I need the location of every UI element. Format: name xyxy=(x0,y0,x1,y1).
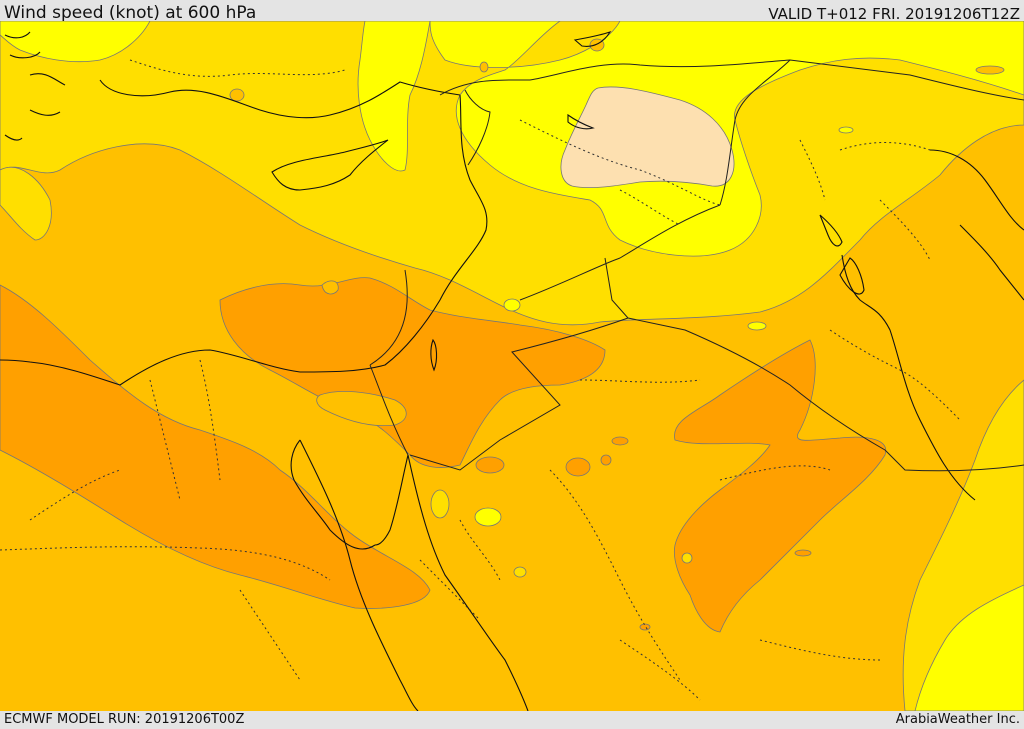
credit-label: ArabiaWeather Inc. xyxy=(895,712,1020,727)
band-4-east xyxy=(673,339,887,633)
valid-time-label: VALID T+012 FRI. 20191206T12Z xyxy=(768,5,1020,23)
band-4-cell xyxy=(794,549,812,557)
band-1-levant xyxy=(357,21,431,172)
band-4-cell xyxy=(475,456,505,474)
band-2-cell xyxy=(229,88,245,102)
band-1-southeast xyxy=(914,584,1024,711)
band-2-cell xyxy=(503,298,521,312)
band-1-northwest xyxy=(0,21,151,63)
band-2-cell xyxy=(479,61,489,73)
band-2-cell xyxy=(681,552,693,564)
band-4-cell xyxy=(565,457,591,477)
country-borders xyxy=(369,59,1024,472)
admin-borders xyxy=(0,59,961,701)
band-2-cell xyxy=(430,489,450,519)
band-1-cell xyxy=(838,126,854,134)
model-run-label: ECMWF MODEL RUN: 20191206T00Z xyxy=(4,712,245,727)
band-4-cell xyxy=(639,623,651,631)
band-4-cell xyxy=(611,436,629,446)
band-4-west xyxy=(0,284,431,609)
header-bar: Wind speed (knot) at 600 hPa VALID T+012… xyxy=(0,0,1024,23)
footer-bar: ECMWF MODEL RUN: 20191206T00Z ArabiaWeat… xyxy=(0,711,1024,729)
map-title: Wind speed (knot) at 600 hPa xyxy=(4,3,257,23)
band-1-cell xyxy=(474,507,502,527)
band-2-cell xyxy=(513,566,527,578)
band-1-cell xyxy=(975,65,1005,75)
band-2-cell xyxy=(747,321,767,331)
wind-speed-map[interactable] xyxy=(0,21,1024,711)
band-2-west xyxy=(0,167,52,241)
band-4-cell xyxy=(600,454,612,466)
band-3-hole xyxy=(321,280,339,295)
